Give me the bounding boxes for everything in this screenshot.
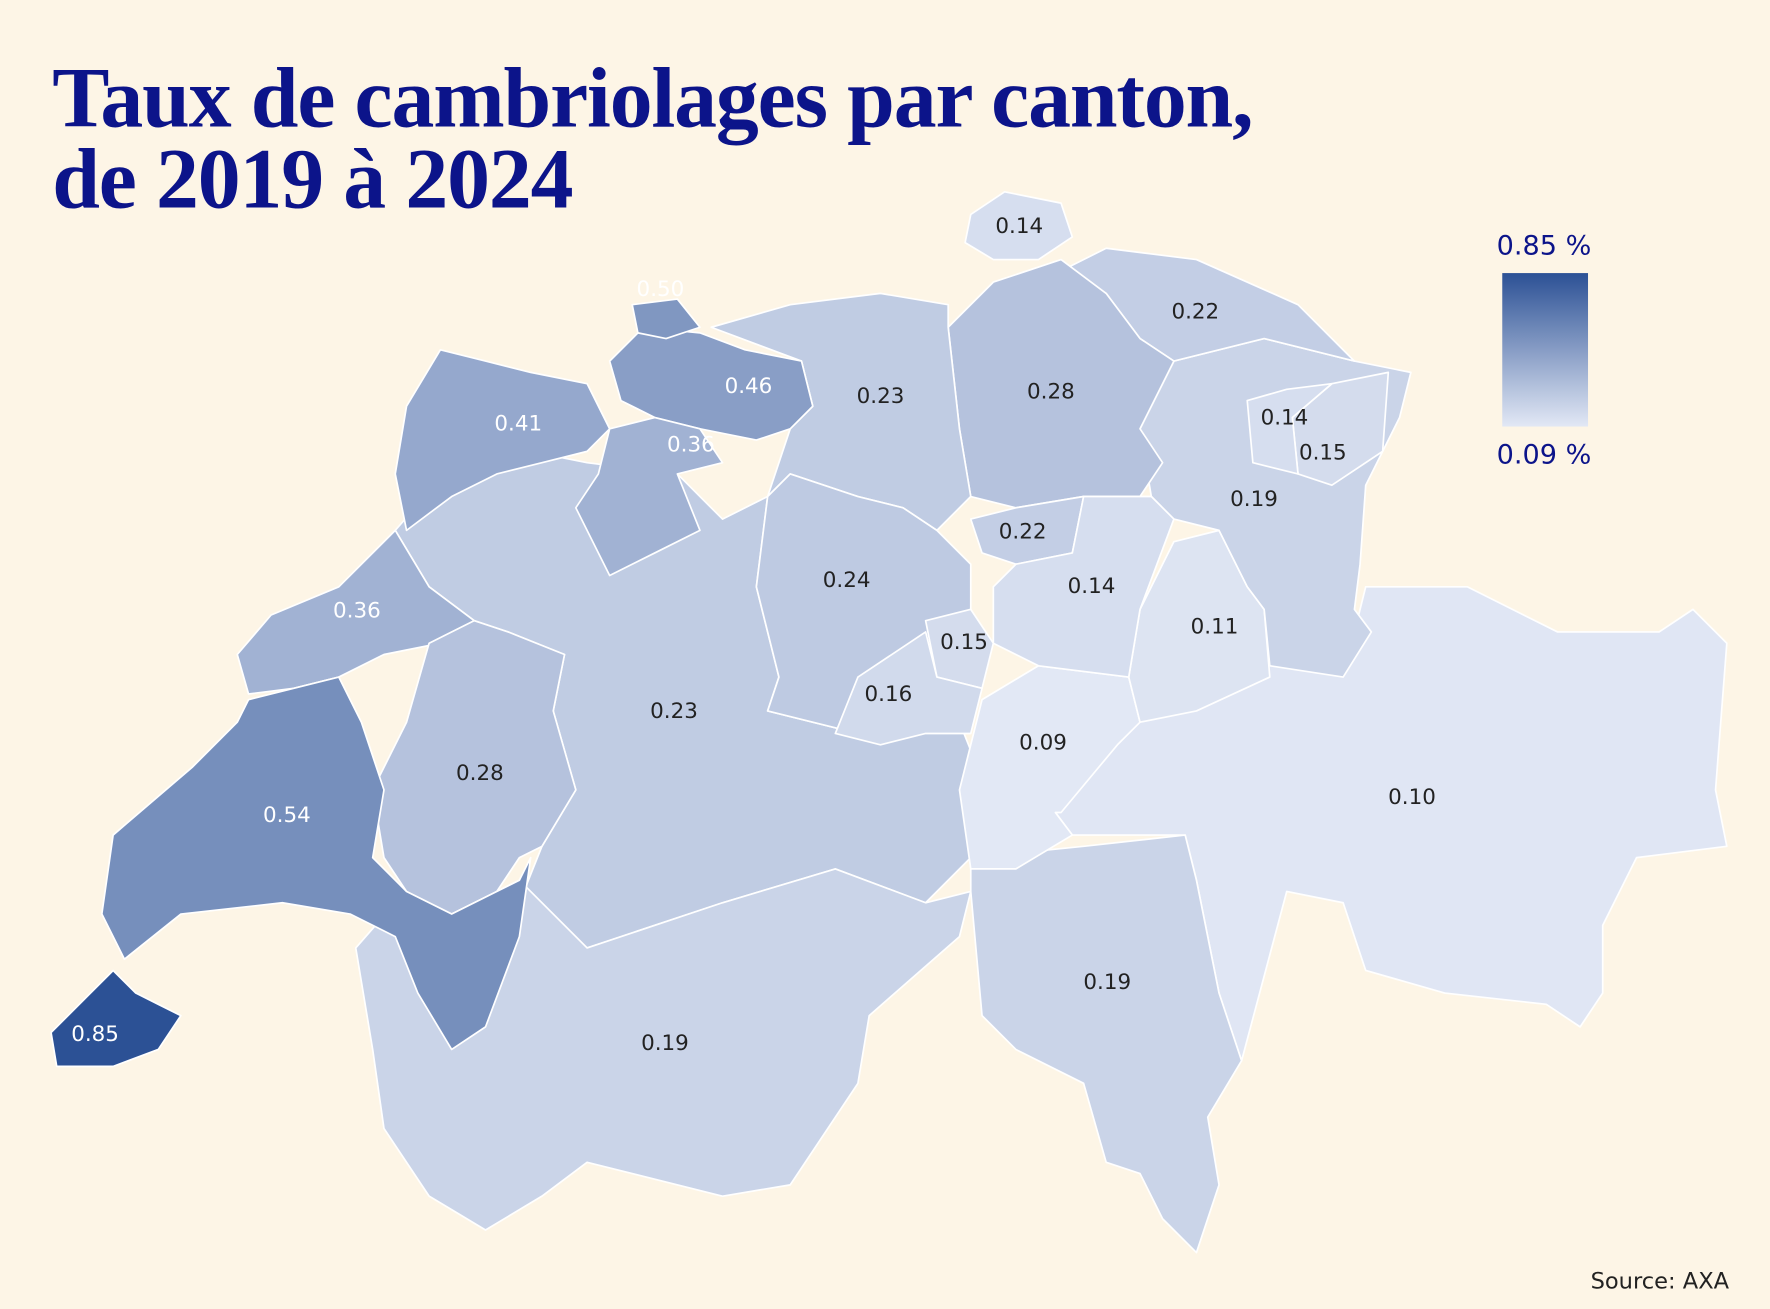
canton: [50, 969, 182, 1068]
legend-gradient: [1502, 273, 1589, 427]
regions: [50, 190, 1728, 1254]
value-label: 0.28: [456, 761, 504, 786]
canton: [958, 664, 1141, 870]
canton: [964, 190, 1074, 261]
value-label: 0.11: [1191, 614, 1239, 639]
value-label: 0.23: [650, 699, 698, 724]
value-label: 0.36: [667, 433, 715, 458]
value-label: 0.14: [1261, 406, 1309, 431]
value-label: 0.54: [263, 803, 311, 828]
value-label: 0.09: [1019, 731, 1067, 756]
value-label: 0.10: [1388, 785, 1436, 810]
labels: 0.14 0.50 0.22 0.46 0.23 0.28 0.41 0.36 0.14 0.15…: [71, 214, 1436, 1056]
title-line: Taux de cambriolages par canton,: [52, 50, 1252, 145]
value-label: 0.19: [1230, 487, 1278, 512]
value-label: 0.22: [999, 520, 1047, 545]
value-label: 0.28: [1027, 380, 1075, 405]
value-label: 0.46: [725, 374, 773, 399]
canton: [631, 298, 701, 340]
value-label: 0.50: [637, 277, 685, 302]
value-label: 0.14: [1068, 574, 1116, 599]
value-label: 0.15: [940, 630, 988, 655]
canton: [992, 495, 1175, 678]
canton: [608, 326, 814, 441]
value-label: 0.23: [857, 384, 905, 409]
value-label: 0.22: [1171, 300, 1219, 325]
value-label: 0.24: [823, 568, 871, 593]
canton: [969, 834, 1243, 1254]
legend-max-label: 0.85 %: [1497, 231, 1592, 262]
canton: [947, 258, 1175, 509]
value-label: 0.14: [995, 214, 1043, 239]
source: Source: AXA: [1591, 1269, 1730, 1295]
value-label: 0.16: [865, 682, 913, 707]
value-label: 0.19: [641, 1031, 689, 1056]
canton: [834, 631, 983, 746]
value-label: 0.41: [494, 411, 542, 436]
value-label: 0.19: [1083, 970, 1131, 995]
value-label: 0.36: [333, 599, 381, 624]
canton: [574, 416, 724, 577]
canton: [394, 348, 611, 532]
value-label: 0.85: [71, 1022, 119, 1047]
canton: [1246, 382, 1333, 475]
title-line: de 2019 à 2024: [52, 132, 572, 227]
value-label: 0.15: [1299, 441, 1347, 466]
legend-min-label: 0.09 %: [1497, 439, 1592, 470]
canton: [101, 676, 532, 1051]
